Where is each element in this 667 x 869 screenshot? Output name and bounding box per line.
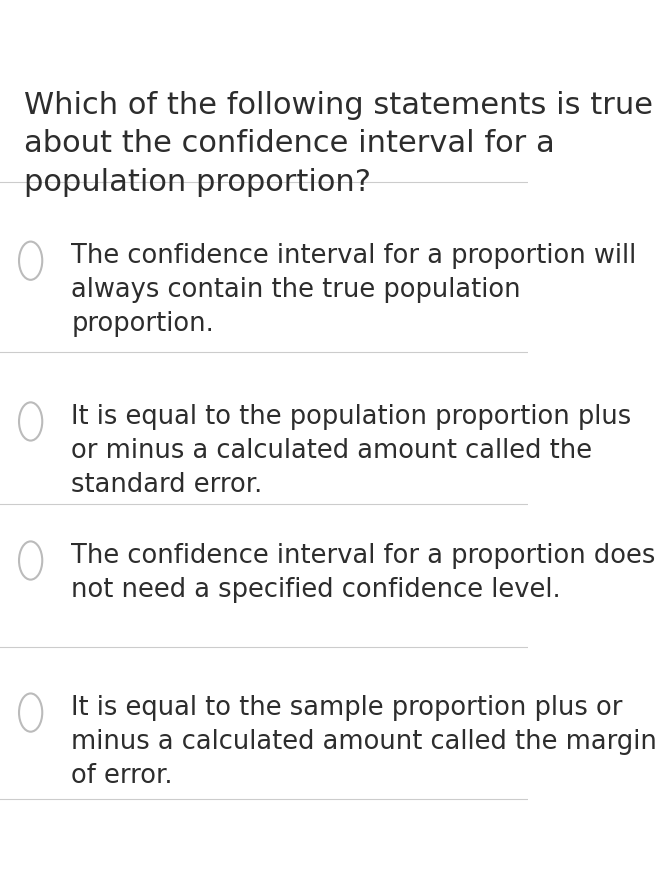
Text: It is equal to the sample proportion plus or
minus a calculated amount called th: It is equal to the sample proportion plu… — [71, 695, 657, 789]
Text: Which of the following statements is true
about the confidence interval for a
po: Which of the following statements is tru… — [24, 91, 653, 196]
Text: The confidence interval for a proportion does
not need a specified confidence le: The confidence interval for a proportion… — [71, 543, 656, 603]
Text: It is equal to the population proportion plus
or minus a calculated amount calle: It is equal to the population proportion… — [71, 404, 632, 498]
Text: The confidence interval for a proportion will
always contain the true population: The confidence interval for a proportion… — [71, 243, 636, 337]
